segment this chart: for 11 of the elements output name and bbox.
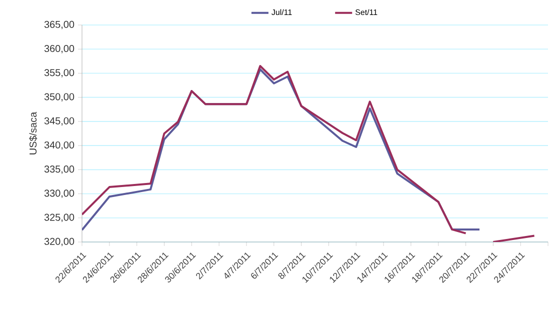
y-tick-label: 345,00 — [44, 117, 74, 126]
y-tick-label: 360,00 — [44, 45, 74, 54]
y-tick-label: 355,00 — [44, 69, 74, 78]
y-tick-label: 365,00 — [44, 20, 74, 30]
y-tick-label: 335,00 — [44, 166, 74, 174]
y-tick-label: 325,00 — [44, 214, 74, 222]
y-tick-label: 340,00 — [44, 141, 74, 150]
y-tick-label: 350,00 — [44, 93, 74, 102]
y-tick-label: 330,00 — [44, 190, 74, 198]
y-axis-title: US$/saca — [29, 112, 38, 154]
y-tick-label: 320,00 — [44, 238, 74, 246]
